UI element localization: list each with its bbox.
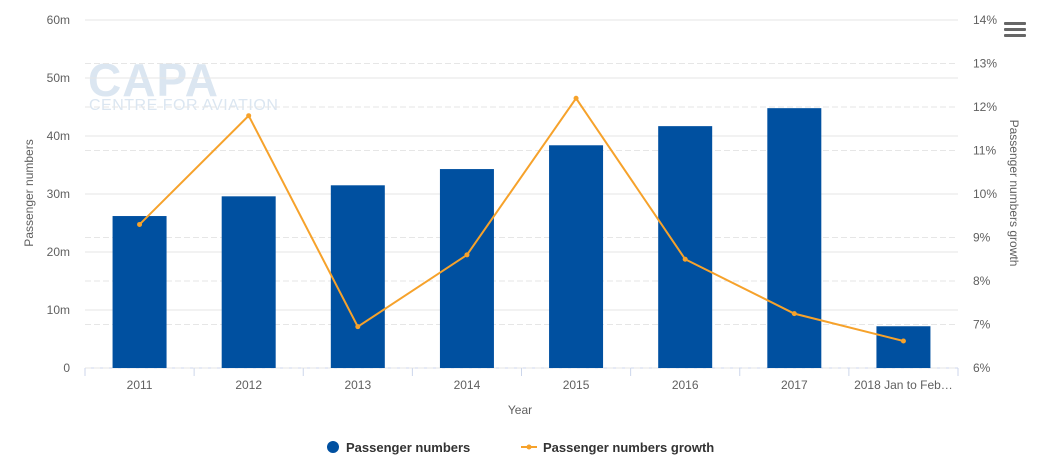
bar[interactable] bbox=[767, 108, 822, 368]
growth-line bbox=[138, 96, 904, 342]
y-tick-label: 40m bbox=[47, 129, 70, 143]
y-axis-title: Passenger numbers bbox=[22, 139, 36, 246]
capa-watermark: CAPA CENTRE FOR AVIATION bbox=[88, 54, 278, 114]
y-tick-label: 0 bbox=[63, 361, 70, 375]
bar[interactable] bbox=[439, 169, 494, 368]
bar[interactable] bbox=[330, 185, 385, 368]
y2-tick-label: 14% bbox=[973, 13, 997, 27]
line-series bbox=[137, 95, 906, 344]
watermark-brand: CAPA bbox=[88, 54, 219, 106]
x-tick-label: 2018 Jan to Feb… bbox=[854, 378, 953, 392]
y-tick-label: 10m bbox=[47, 303, 70, 317]
growth-point[interactable] bbox=[355, 324, 361, 330]
growth-point[interactable] bbox=[682, 256, 688, 262]
legend-label-passenger-numbers-growth: Passenger numbers growth bbox=[543, 440, 714, 455]
x-tick-label: 2011 bbox=[127, 378, 153, 392]
y2-tick-label: 9% bbox=[973, 231, 991, 245]
y2-axis-ticks: 6% 7% 8% 9% 10% 11% 12% 13% 14% bbox=[973, 13, 997, 375]
y2-tick-label: 8% bbox=[973, 274, 991, 288]
x-tick-label: 2013 bbox=[344, 378, 371, 392]
legend-line-marker bbox=[526, 444, 532, 450]
x-axis-ticks: 2011 2012 2013 2014 2015 2016 2017 2018 Jan to … bbox=[84, 368, 959, 392]
y2-tick-label: 7% bbox=[973, 318, 991, 332]
legend-label-passenger-numbers: Passenger numbers bbox=[346, 440, 470, 455]
legend-item-passenger-numbers[interactable]: Passenger numbers bbox=[327, 440, 470, 455]
growth-point[interactable] bbox=[573, 95, 579, 101]
hamburger-menu-icon[interactable] bbox=[1004, 22, 1026, 42]
y2-tick-label: 6% bbox=[973, 361, 991, 375]
y-tick-label: 20m bbox=[47, 245, 70, 259]
bar-series bbox=[112, 108, 931, 368]
x-tick-label: 2014 bbox=[454, 378, 481, 392]
y-axis-ticks: 0 10m 20m 30m 40m 50m 60m bbox=[47, 13, 71, 375]
y2-axis-title: Passenger numbers growth bbox=[1007, 120, 1021, 267]
bar[interactable] bbox=[658, 126, 713, 368]
y-tick-label: 60m bbox=[47, 13, 70, 27]
legend-item-passenger-numbers-growth[interactable]: Passenger numbers growth bbox=[521, 440, 714, 455]
growth-point[interactable] bbox=[246, 113, 252, 119]
x-tick-label: 2017 bbox=[781, 378, 808, 392]
bar[interactable] bbox=[876, 326, 931, 368]
y2-tick-label: 12% bbox=[973, 100, 997, 114]
y2-tick-label: 11% bbox=[973, 144, 996, 158]
x-tick-label: 2016 bbox=[672, 378, 699, 392]
y-tick-label: 30m bbox=[47, 187, 70, 201]
growth-point[interactable] bbox=[900, 338, 906, 344]
bar[interactable] bbox=[112, 216, 167, 368]
x-tick-label: 2015 bbox=[563, 378, 590, 392]
bar[interactable] bbox=[549, 145, 604, 368]
legend: Passenger numbers Passenger numbers grow… bbox=[327, 440, 714, 455]
growth-point[interactable] bbox=[137, 221, 143, 227]
legend-bar-swatch bbox=[327, 441, 339, 453]
y-tick-label: 50m bbox=[47, 71, 70, 85]
y2-tick-label: 10% bbox=[973, 187, 997, 201]
watermark-tagline: CENTRE FOR AVIATION bbox=[89, 97, 278, 114]
bar[interactable] bbox=[221, 196, 276, 368]
y2-tick-label: 13% bbox=[973, 57, 997, 71]
growth-point[interactable] bbox=[791, 311, 797, 317]
growth-point[interactable] bbox=[464, 252, 470, 258]
x-axis-title: Year bbox=[508, 403, 532, 417]
x-tick-label: 2012 bbox=[235, 378, 262, 392]
